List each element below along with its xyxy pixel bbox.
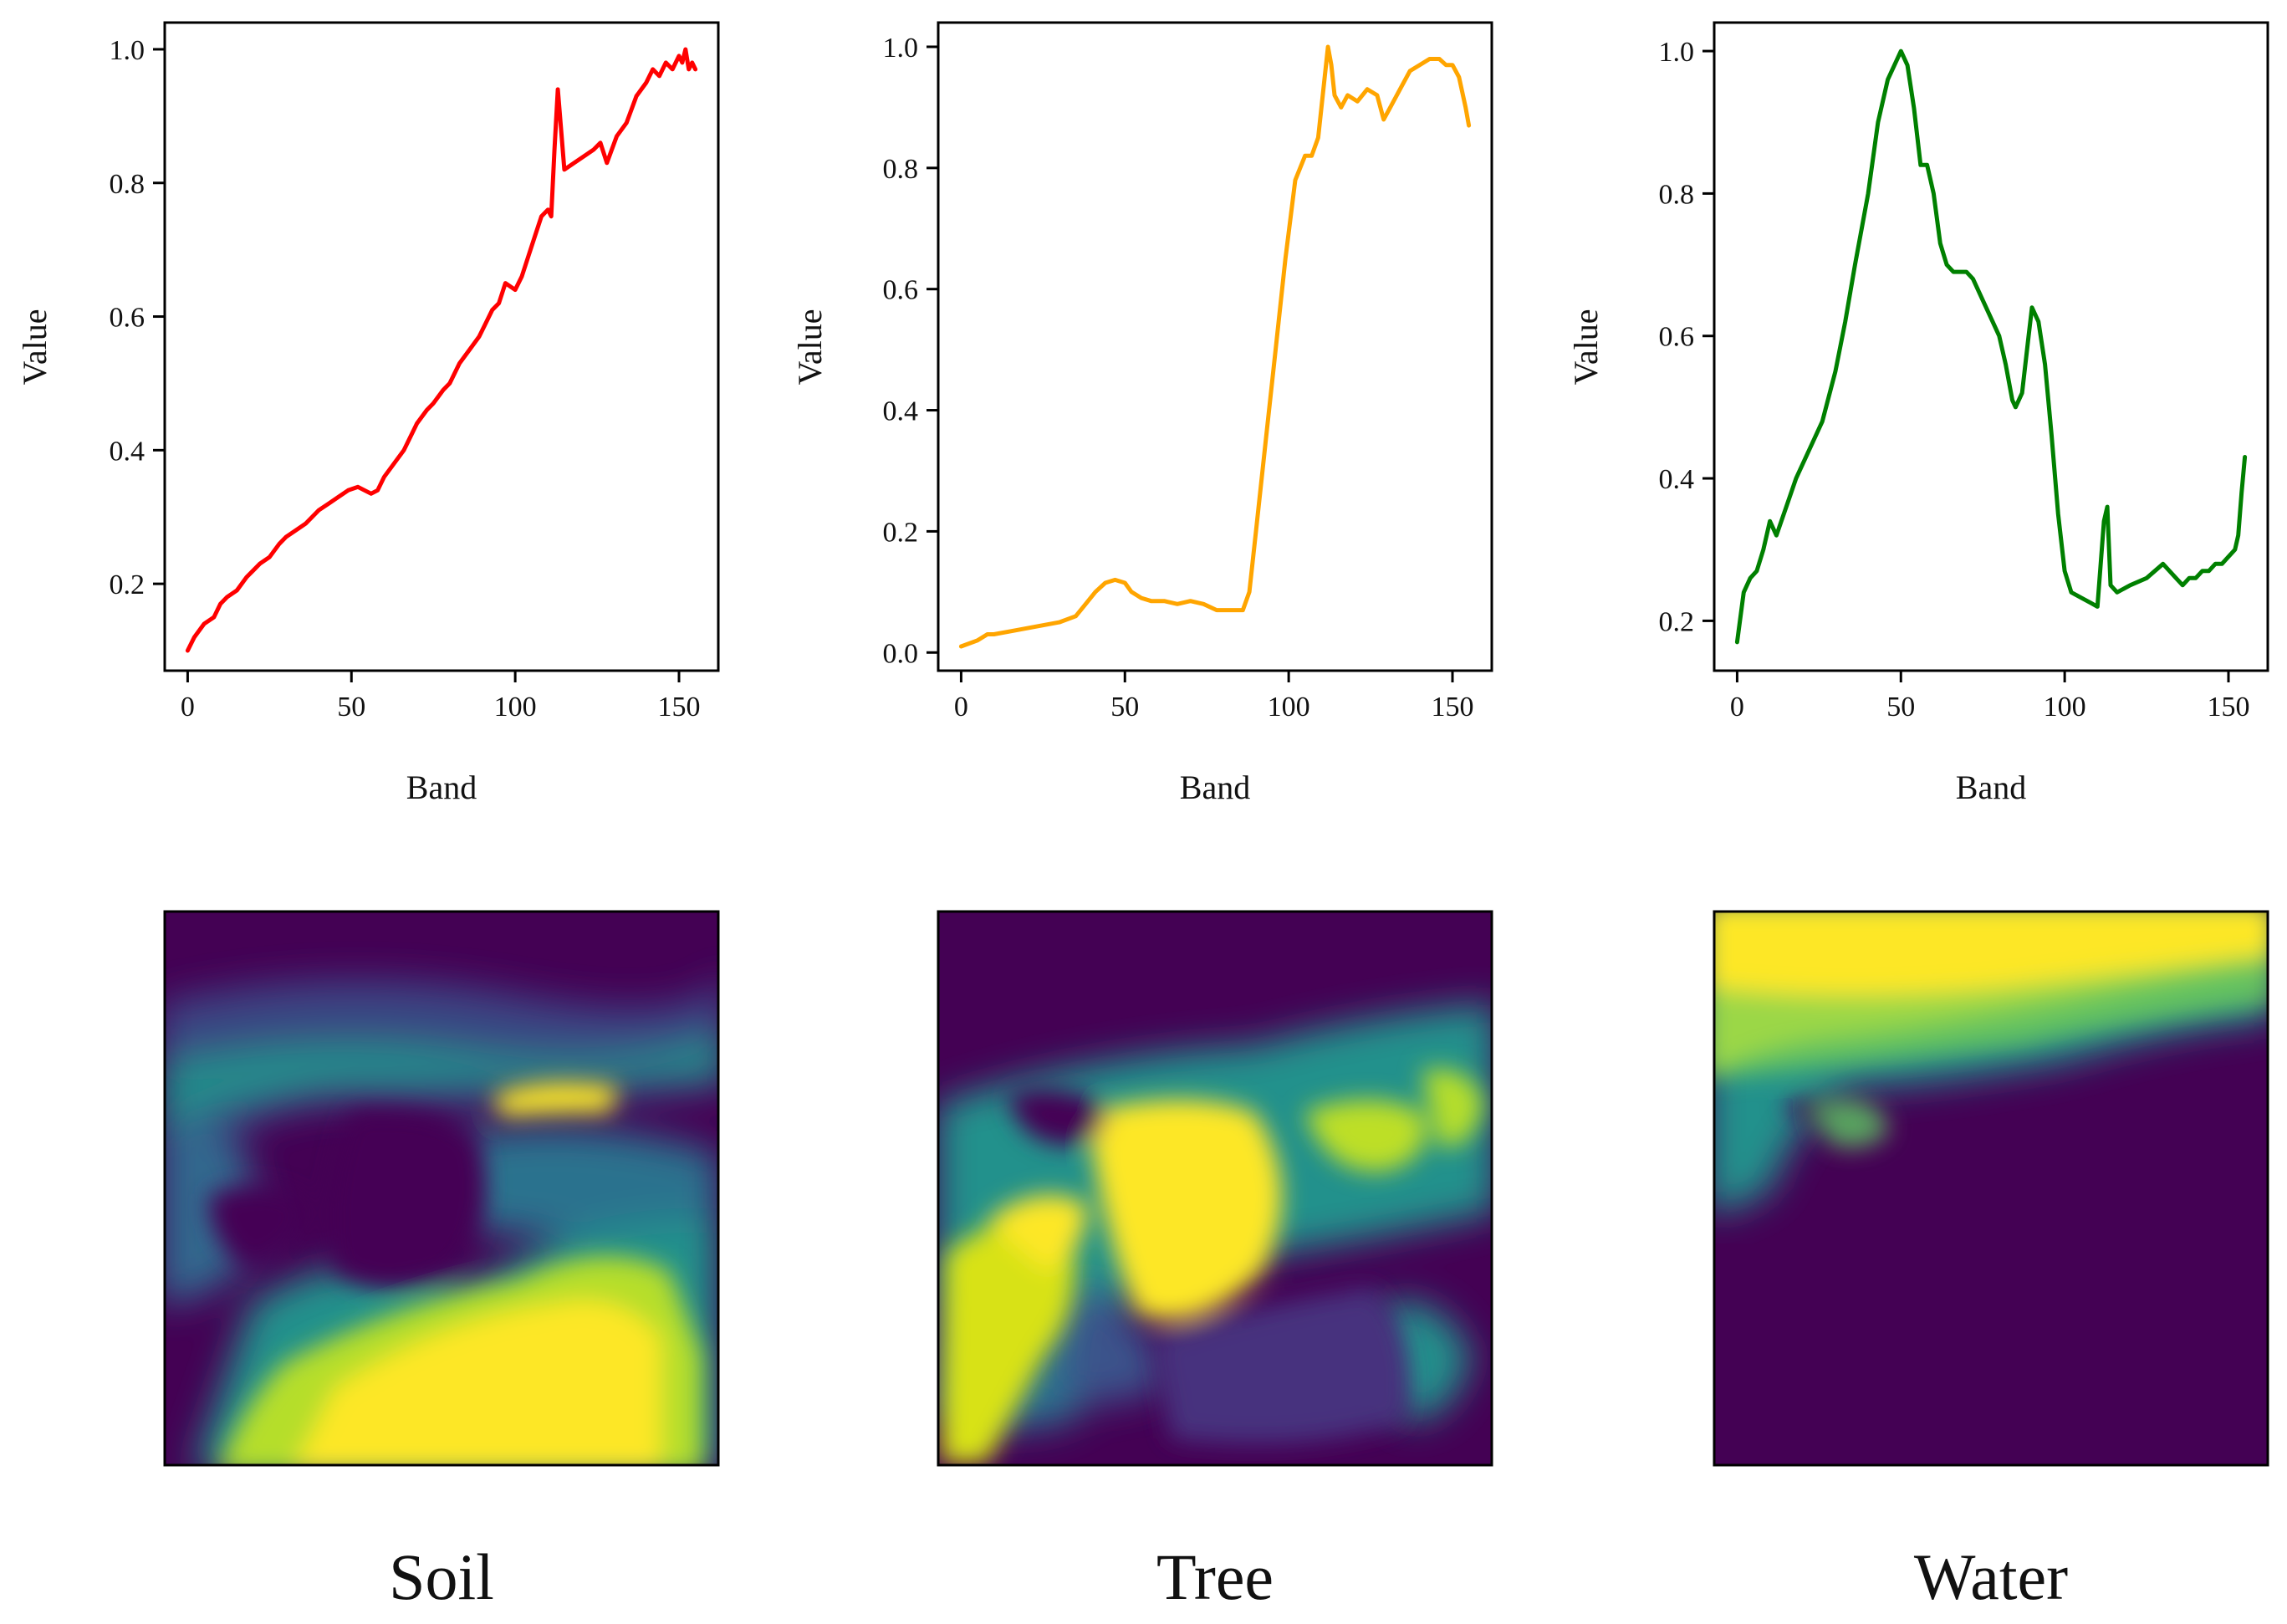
y-tick-label: 0.8 [1659, 179, 1695, 210]
series-line-soil [185, 47, 698, 653]
water-series [1734, 49, 2248, 645]
x-ticks: 0 50 100 150 [181, 671, 700, 723]
x-tick-label: 150 [657, 692, 700, 723]
x-axis-label: Band [406, 769, 477, 806]
x-tick-label: 0 [1730, 692, 1744, 723]
soil-series [185, 47, 698, 653]
caption-water: Water [1914, 1540, 2068, 1613]
y-tick-label: 1.0 [1659, 37, 1695, 68]
y-tick-label: 0.6 [883, 275, 919, 306]
x-ticks: 0 50 100 150 [954, 671, 1473, 723]
x-tick-label: 150 [2207, 692, 2249, 723]
y-ticks: 0.2 0.4 0.6 0.8 1.0 [1659, 37, 1714, 637]
y-tick-label: 1.0 [883, 33, 919, 64]
x-tick-label: 100 [494, 692, 537, 723]
y-tick-label: 0.2 [110, 569, 145, 600]
y-tick-label: 0.8 [110, 169, 145, 200]
caption-soil: Soil [389, 1540, 494, 1613]
x-tick-label: 50 [1110, 692, 1139, 723]
x-ticks: 0 50 100 150 [1730, 671, 2249, 723]
x-tick-label: 100 [1268, 692, 1310, 723]
plot-frame [1713, 21, 2269, 672]
y-ticks: 0.2 0.4 0.6 0.8 1.0 [110, 35, 165, 600]
x-axis-label: Band [1956, 769, 2026, 806]
tree-spectrum-plot: 0 50 100 150 0.0 0.2 0.4 0.6 0.8 1.0 Band Value [791, 21, 1493, 806]
y-tick-label: 0.4 [1659, 464, 1695, 495]
series-line-water [1734, 49, 2248, 645]
y-axis-label: Value [16, 309, 54, 385]
y-tick-label: 0.4 [883, 396, 919, 427]
y-tick-label: 0.6 [1659, 322, 1695, 353]
x-tick-label: 50 [1886, 692, 1915, 723]
soil-spectrum-plot: 0 50 100 150 0.2 0.4 0.6 0.8 1.0 Band Value [16, 21, 720, 806]
x-tick-label: 100 [2044, 692, 2086, 723]
tree-series [958, 44, 1472, 649]
plot-frame [937, 21, 1493, 672]
caption-tree: Tree [1156, 1540, 1274, 1613]
x-tick-label: 0 [181, 692, 195, 723]
x-axis-label: Band [1180, 769, 1250, 806]
y-ticks: 0.0 0.2 0.4 0.6 0.8 1.0 [883, 33, 938, 669]
x-tick-label: 150 [1431, 692, 1473, 723]
soil-abundance-map [163, 910, 720, 1467]
y-tick-label: 0.2 [1659, 606, 1695, 637]
y-tick-label: 0.4 [110, 436, 145, 467]
plot-frame [163, 21, 720, 672]
y-tick-label: 0.8 [883, 154, 919, 185]
series-line-tree [958, 44, 1472, 649]
y-tick-label: 0.0 [883, 638, 919, 669]
y-axis-label: Value [1567, 309, 1605, 385]
y-tick-label: 1.0 [110, 35, 145, 66]
y-tick-label: 0.6 [110, 303, 145, 334]
x-tick-label: 50 [337, 692, 365, 723]
y-axis-label: Value [791, 309, 829, 385]
x-tick-label: 0 [954, 692, 968, 723]
tree-abundance-map [937, 910, 1493, 1467]
water-abundance-map [1713, 910, 2269, 1467]
water-spectrum-plot: 0 50 100 150 0.2 0.4 0.6 0.8 1.0 Band Value [1567, 21, 2269, 806]
y-tick-label: 0.2 [883, 517, 919, 548]
